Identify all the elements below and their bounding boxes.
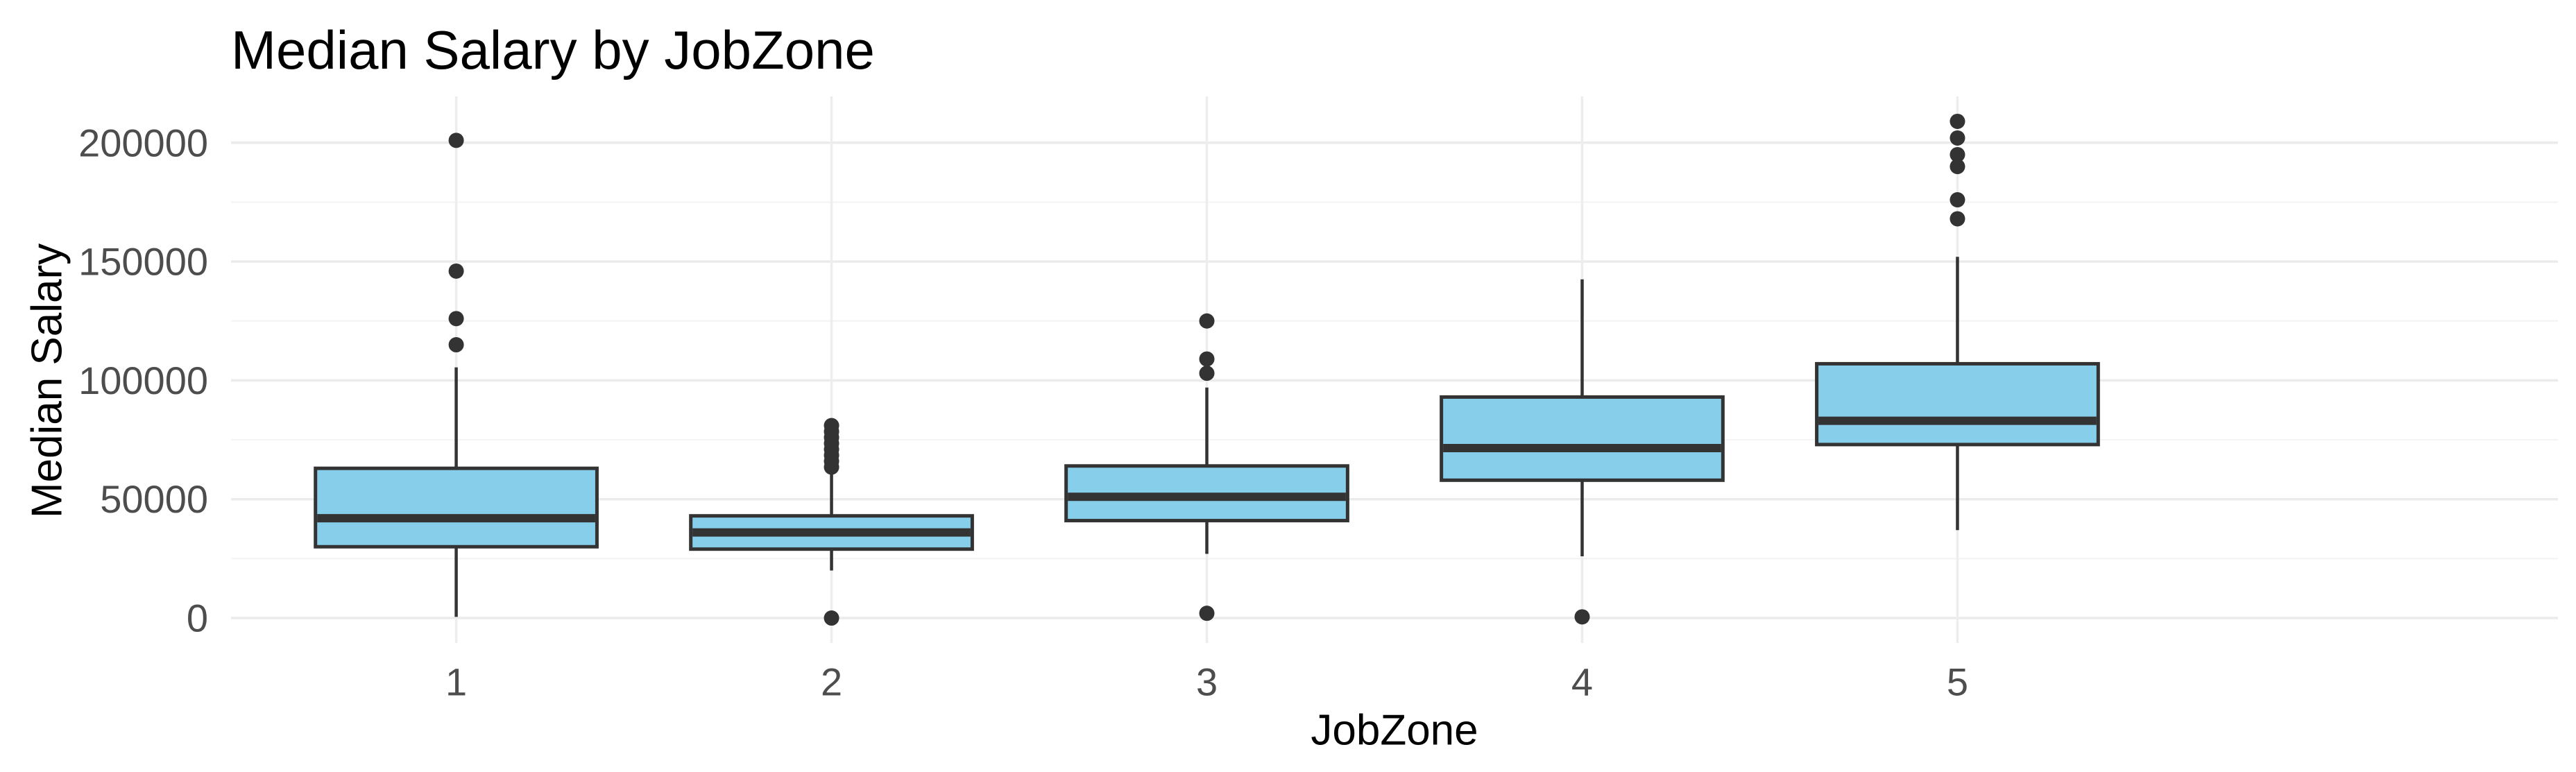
- outlier-point: [448, 337, 464, 353]
- y-tick-label: 200000: [78, 121, 208, 164]
- x-tick-label: 4: [1571, 660, 1593, 704]
- x-tick-label: 3: [1196, 660, 1218, 704]
- outlier-point: [1199, 606, 1215, 621]
- boxplot-jobzone-4: [1440, 279, 1725, 625]
- y-tick-label: 150000: [78, 240, 208, 284]
- outlier-point: [824, 610, 839, 626]
- outlier-point: [1950, 113, 1965, 129]
- outlier-point: [448, 132, 464, 148]
- y-tick-label: 50000: [100, 477, 208, 521]
- y-tick-label: 100000: [78, 359, 208, 402]
- axis-layer: 0 50000 100000 150000 200000 1 2 3 4 5: [78, 121, 1968, 703]
- x-tick-label: 5: [1947, 660, 1968, 704]
- outlier-point: [1950, 146, 1965, 162]
- iqr-box: [1440, 395, 1725, 482]
- iqr-box: [1815, 361, 2100, 447]
- x-tick-label: 2: [821, 660, 842, 704]
- boxplot-jobzone-1: [314, 132, 599, 617]
- outlier-point: [824, 418, 839, 434]
- boxplot-jobzone-3: [1064, 313, 1349, 621]
- outlier-point: [1950, 211, 1965, 227]
- iqr-box: [314, 466, 599, 549]
- grid-layer: [231, 96, 2558, 643]
- outlier-point: [448, 263, 464, 279]
- y-axis-title: Median Salary: [24, 243, 71, 518]
- outlier-point: [1199, 313, 1215, 329]
- outlier-point: [1950, 159, 1965, 175]
- outlier-point: [1199, 366, 1215, 381]
- boxplot-jobzone-5: [1815, 113, 2100, 531]
- chart-title: Median Salary by JobZone: [231, 19, 875, 80]
- outlier-point: [1199, 351, 1215, 367]
- outlier-point: [1950, 192, 1965, 208]
- outlier-point: [448, 311, 464, 327]
- outlier-point: [1574, 609, 1590, 625]
- x-axis-title: JobZone: [1311, 707, 1478, 755]
- box-layer: [314, 113, 2100, 626]
- outlier-point: [1950, 130, 1965, 146]
- y-tick-label: 0: [187, 597, 208, 640]
- x-tick-label: 1: [445, 660, 467, 704]
- boxplot-jobzone-2: [689, 418, 974, 626]
